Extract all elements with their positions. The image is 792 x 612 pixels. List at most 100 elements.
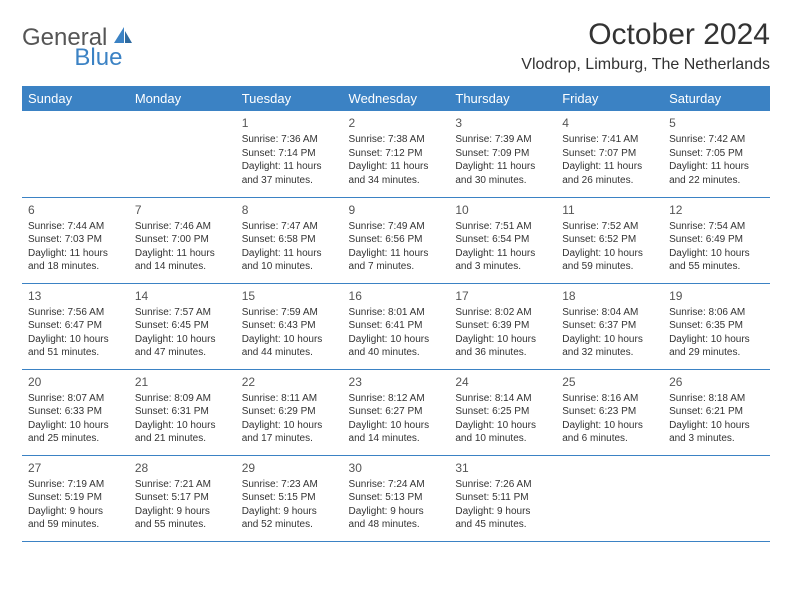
daylight-text: Daylight: 10 hours [669, 247, 764, 261]
day-number: 3 [455, 115, 550, 131]
calendar-week-row: 13Sunrise: 7:56 AMSunset: 6:47 PMDayligh… [22, 283, 770, 369]
day-number: 31 [455, 460, 550, 476]
day-number: 27 [28, 460, 123, 476]
sunrise-text: Sunrise: 7:47 AM [242, 220, 337, 234]
sunrise-text: Sunrise: 7:36 AM [242, 133, 337, 147]
day-number: 5 [669, 115, 764, 131]
day-number: 14 [135, 288, 230, 304]
calendar-cell: 13Sunrise: 7:56 AMSunset: 6:47 PMDayligh… [22, 283, 129, 369]
sunrise-text: Sunrise: 8:11 AM [242, 392, 337, 406]
sunset-text: Sunset: 6:56 PM [349, 233, 444, 247]
calendar-cell [663, 455, 770, 541]
daylight-text: and 32 minutes. [562, 346, 657, 360]
calendar-cell: 5Sunrise: 7:42 AMSunset: 7:05 PMDaylight… [663, 111, 770, 197]
daylight-text: Daylight: 11 hours [455, 160, 550, 174]
sunrise-text: Sunrise: 7:44 AM [28, 220, 123, 234]
daylight-text: and 45 minutes. [455, 518, 550, 532]
sunset-text: Sunset: 7:14 PM [242, 147, 337, 161]
month-title: October 2024 [521, 18, 770, 52]
day-number: 29 [242, 460, 337, 476]
sunset-text: Sunset: 6:39 PM [455, 319, 550, 333]
sunset-text: Sunset: 6:21 PM [669, 405, 764, 419]
calendar-cell: 1Sunrise: 7:36 AMSunset: 7:14 PMDaylight… [236, 111, 343, 197]
sunrise-text: Sunrise: 7:24 AM [349, 478, 444, 492]
daylight-text: and 36 minutes. [455, 346, 550, 360]
sunrise-text: Sunrise: 8:18 AM [669, 392, 764, 406]
sunrise-text: Sunrise: 8:01 AM [349, 306, 444, 320]
day-number: 12 [669, 202, 764, 218]
calendar-cell: 26Sunrise: 8:18 AMSunset: 6:21 PMDayligh… [663, 369, 770, 455]
sunrise-text: Sunrise: 7:56 AM [28, 306, 123, 320]
day-header: Wednesday [343, 86, 450, 111]
calendar-cell: 29Sunrise: 7:23 AMSunset: 5:15 PMDayligh… [236, 455, 343, 541]
calendar-cell: 15Sunrise: 7:59 AMSunset: 6:43 PMDayligh… [236, 283, 343, 369]
day-header: Thursday [449, 86, 556, 111]
daylight-text: and 44 minutes. [242, 346, 337, 360]
sunset-text: Sunset: 7:00 PM [135, 233, 230, 247]
calendar-cell: 12Sunrise: 7:54 AMSunset: 6:49 PMDayligh… [663, 197, 770, 283]
day-header: Monday [129, 86, 236, 111]
calendar-cell: 22Sunrise: 8:11 AMSunset: 6:29 PMDayligh… [236, 369, 343, 455]
daylight-text: and 3 minutes. [669, 432, 764, 446]
sunset-text: Sunset: 6:54 PM [455, 233, 550, 247]
sunset-text: Sunset: 6:49 PM [669, 233, 764, 247]
daylight-text: and 52 minutes. [242, 518, 337, 532]
calendar-cell: 18Sunrise: 8:04 AMSunset: 6:37 PMDayligh… [556, 283, 663, 369]
calendar-cell: 2Sunrise: 7:38 AMSunset: 7:12 PMDaylight… [343, 111, 450, 197]
daylight-text: Daylight: 9 hours [135, 505, 230, 519]
day-number: 8 [242, 202, 337, 218]
day-number: 23 [349, 374, 444, 390]
day-number: 11 [562, 202, 657, 218]
calendar-cell: 9Sunrise: 7:49 AMSunset: 6:56 PMDaylight… [343, 197, 450, 283]
daylight-text: Daylight: 10 hours [669, 419, 764, 433]
daylight-text: Daylight: 11 hours [562, 160, 657, 174]
daylight-text: Daylight: 9 hours [349, 505, 444, 519]
sunset-text: Sunset: 6:23 PM [562, 405, 657, 419]
sunset-text: Sunset: 6:43 PM [242, 319, 337, 333]
sunrise-text: Sunrise: 7:59 AM [242, 306, 337, 320]
calendar-cell [22, 111, 129, 197]
calendar-cell: 10Sunrise: 7:51 AMSunset: 6:54 PMDayligh… [449, 197, 556, 283]
sunset-text: Sunset: 6:29 PM [242, 405, 337, 419]
daylight-text: Daylight: 11 hours [455, 247, 550, 261]
daylight-text: and 25 minutes. [28, 432, 123, 446]
calendar-table: Sunday Monday Tuesday Wednesday Thursday… [22, 86, 770, 542]
day-number: 22 [242, 374, 337, 390]
day-number: 6 [28, 202, 123, 218]
sunrise-text: Sunrise: 7:39 AM [455, 133, 550, 147]
logo-text-blue: Blue [74, 44, 122, 72]
calendar-cell: 21Sunrise: 8:09 AMSunset: 6:31 PMDayligh… [129, 369, 236, 455]
daylight-text: Daylight: 10 hours [28, 333, 123, 347]
daylight-text: Daylight: 10 hours [562, 247, 657, 261]
sunset-text: Sunset: 6:58 PM [242, 233, 337, 247]
sunrise-text: Sunrise: 8:12 AM [349, 392, 444, 406]
calendar-cell: 8Sunrise: 7:47 AMSunset: 6:58 PMDaylight… [236, 197, 343, 283]
calendar-cell: 4Sunrise: 7:41 AMSunset: 7:07 PMDaylight… [556, 111, 663, 197]
location-label: Vlodrop, Limburg, The Netherlands [521, 56, 770, 74]
daylight-text: and 37 minutes. [242, 174, 337, 188]
daylight-text: and 10 minutes. [455, 432, 550, 446]
calendar-cell: 28Sunrise: 7:21 AMSunset: 5:17 PMDayligh… [129, 455, 236, 541]
daylight-text: Daylight: 10 hours [455, 333, 550, 347]
daylight-text: Daylight: 11 hours [242, 160, 337, 174]
header: General Blue October 2024 Vlodrop, Limbu… [22, 18, 770, 74]
daylight-text: Daylight: 10 hours [669, 333, 764, 347]
day-header: Saturday [663, 86, 770, 111]
calendar-cell: 3Sunrise: 7:39 AMSunset: 7:09 PMDaylight… [449, 111, 556, 197]
daylight-text: and 26 minutes. [562, 174, 657, 188]
sunrise-text: Sunrise: 8:14 AM [455, 392, 550, 406]
daylight-text: and 51 minutes. [28, 346, 123, 360]
daylight-text: and 55 minutes. [669, 260, 764, 274]
calendar-cell: 25Sunrise: 8:16 AMSunset: 6:23 PMDayligh… [556, 369, 663, 455]
sunrise-text: Sunrise: 7:21 AM [135, 478, 230, 492]
day-header: Friday [556, 86, 663, 111]
daylight-text: and 40 minutes. [349, 346, 444, 360]
calendar-week-row: 6Sunrise: 7:44 AMSunset: 7:03 PMDaylight… [22, 197, 770, 283]
sunrise-text: Sunrise: 8:07 AM [28, 392, 123, 406]
calendar-cell: 14Sunrise: 7:57 AMSunset: 6:45 PMDayligh… [129, 283, 236, 369]
calendar-week-row: 1Sunrise: 7:36 AMSunset: 7:14 PMDaylight… [22, 111, 770, 197]
daylight-text: Daylight: 11 hours [349, 247, 444, 261]
day-number: 24 [455, 374, 550, 390]
daylight-text: and 47 minutes. [135, 346, 230, 360]
daylight-text: Daylight: 9 hours [28, 505, 123, 519]
